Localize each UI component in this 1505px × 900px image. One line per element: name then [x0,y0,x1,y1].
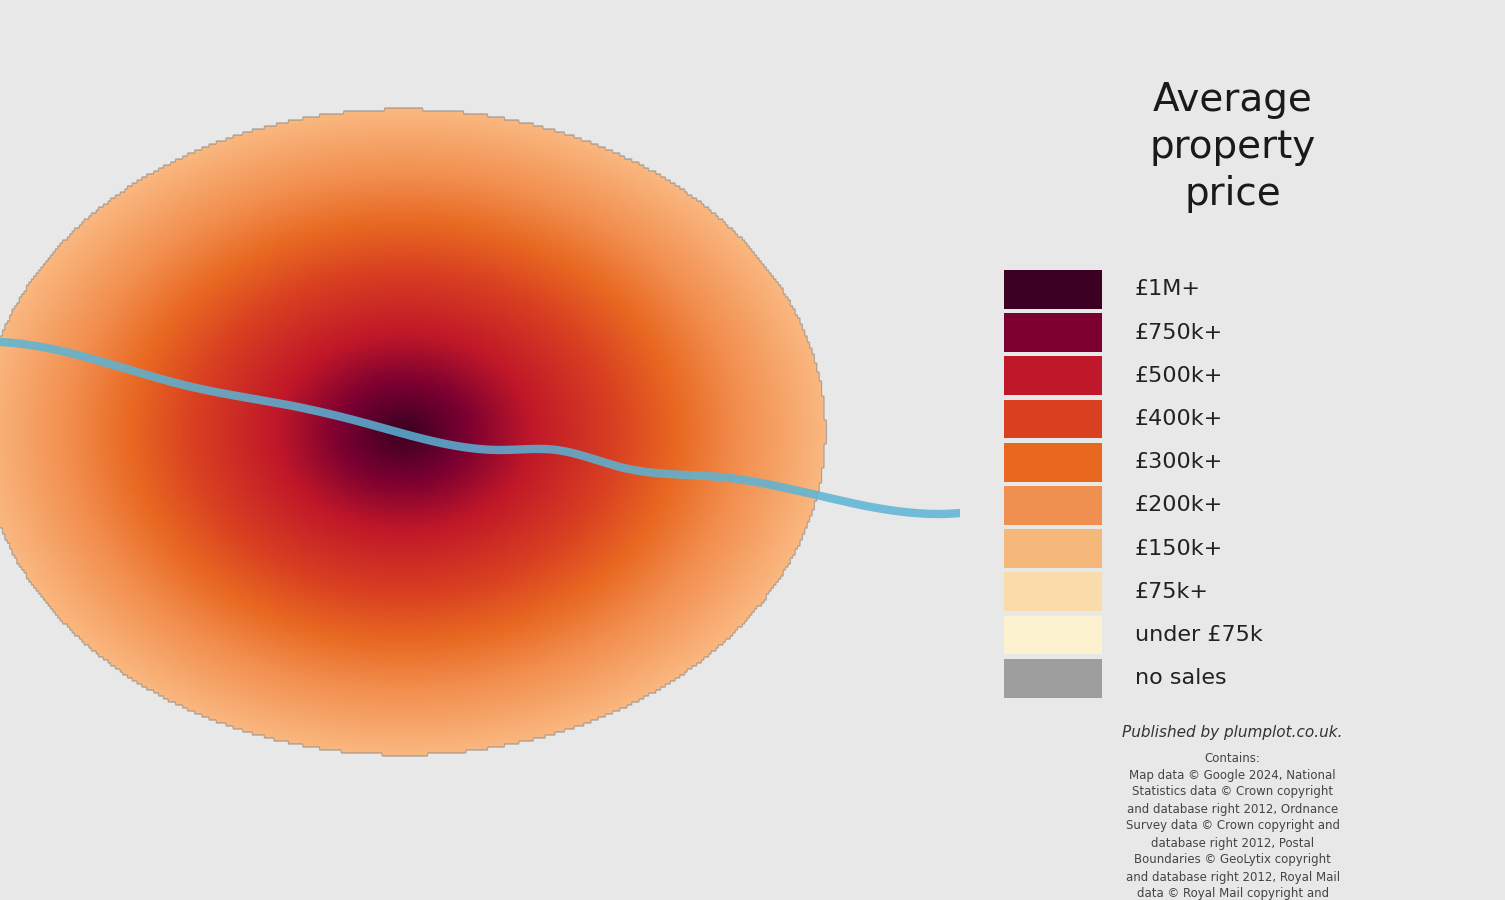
Text: £150k+: £150k+ [1135,538,1222,559]
Text: £1M+: £1M+ [1135,279,1201,300]
Text: £750k+: £750k+ [1135,322,1222,343]
Text: £75k+: £75k+ [1135,581,1209,602]
Text: under £75k: under £75k [1135,625,1263,645]
FancyBboxPatch shape [1004,356,1102,395]
Text: £500k+: £500k+ [1135,365,1224,386]
Text: £400k+: £400k+ [1135,409,1222,429]
FancyBboxPatch shape [1004,400,1102,438]
FancyBboxPatch shape [1004,572,1102,611]
Text: £200k+: £200k+ [1135,495,1222,516]
Text: £300k+: £300k+ [1135,452,1222,472]
Text: Published by plumplot.co.uk.: Published by plumplot.co.uk. [1123,724,1342,740]
FancyBboxPatch shape [1004,443,1102,482]
FancyBboxPatch shape [1004,529,1102,568]
FancyBboxPatch shape [1004,486,1102,525]
FancyBboxPatch shape [1004,616,1102,654]
Text: Average
property
price: Average property price [1150,81,1315,213]
Text: no sales: no sales [1135,668,1227,688]
FancyBboxPatch shape [1004,313,1102,352]
FancyBboxPatch shape [1004,270,1102,309]
FancyBboxPatch shape [1004,659,1102,698]
Text: Contains:
Map data © Google 2024, National
Statistics data © Crown copyright
and: Contains: Map data © Google 2024, Nation… [1126,752,1339,900]
